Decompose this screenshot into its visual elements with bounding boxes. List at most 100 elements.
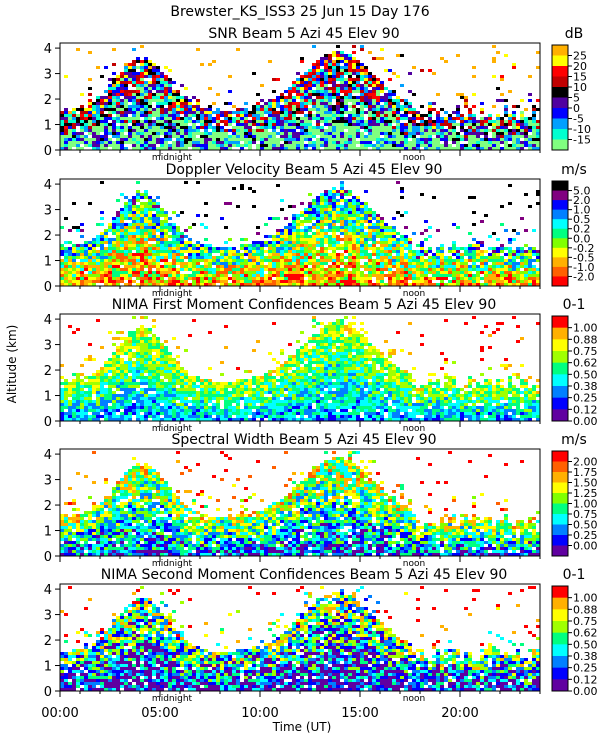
y-tick-label: 3 <box>44 339 52 354</box>
colorbar-units: m/s <box>561 432 587 448</box>
colorbar-swatch <box>552 362 568 375</box>
colorbar-swatch <box>552 586 568 599</box>
colorbar-label: -10 <box>573 123 591 136</box>
panel-4: 0 1 2 3 4 midnight noon Spectral Width Beam 5 A… <box>44 432 598 569</box>
panel-title: SNR Beam 5 Azi 45 Elev 90 <box>208 26 399 42</box>
colorbar-label: 1.00 <box>573 498 598 511</box>
y-tick-label: 1 <box>44 525 52 540</box>
colorbar-label: 1.0 <box>573 204 591 217</box>
colorbar-label: 1.25 <box>573 487 598 500</box>
colorbar-units: 0-1 <box>563 297 586 313</box>
panel-title: Doppler Velocity Beam 5 Azi 45 Elev 90 <box>166 162 443 178</box>
figure-title: Brewster_KS_ISS3 25 Jun 15 Day 176 <box>170 4 429 20</box>
colorbar-label: 0.88 <box>573 333 598 346</box>
colorbar-swatch <box>552 514 568 525</box>
colorbar-swatch <box>552 257 568 268</box>
colorbar-label: 0.50 <box>573 519 598 532</box>
colorbar-swatch <box>552 451 568 462</box>
colorbar-swatch <box>552 66 568 77</box>
colorbar-label: 10 <box>573 81 587 94</box>
colorbar-label: 2.00 <box>573 456 598 469</box>
colorbar-label: 0.38 <box>573 650 598 663</box>
colorbar-frame <box>551 585 569 692</box>
y-tick-label: 0 <box>44 280 52 295</box>
colorbar-swatch <box>552 97 568 109</box>
heatmap-texture <box>60 45 540 150</box>
colorbar-swatch <box>552 200 568 211</box>
colorbar-label: 0.0 <box>573 232 591 245</box>
y-tick-label: 2 <box>44 364 52 379</box>
colorbar-swatch <box>552 656 568 669</box>
colorbar-units: 0-1 <box>563 567 586 583</box>
colorbar-swatch <box>552 238 568 249</box>
colorbar-label: 0.50 <box>573 368 598 381</box>
y-tick-label: 4 <box>44 448 52 463</box>
midnight-marker-label: midnight <box>152 289 193 299</box>
colorbar-swatch <box>552 76 568 88</box>
midnight-marker-label: midnight <box>152 153 193 163</box>
y-tick-label: 1 <box>44 255 52 270</box>
y-tick-label: 0 <box>44 685 52 700</box>
y-tick-label: 3 <box>44 474 52 489</box>
colorbar-frame <box>551 315 569 422</box>
colorbar-label: 1.00 <box>573 592 598 605</box>
y-tick-label: 3 <box>44 68 52 83</box>
colorbar-swatch <box>552 266 568 277</box>
colorbar-label: 1.00 <box>573 322 598 335</box>
x-tick-label: 15:00 <box>341 706 378 721</box>
y-tick-label: 1 <box>44 390 52 405</box>
colorbar-label: -0.2 <box>573 242 594 255</box>
colorbar-label: 2.0 <box>573 194 591 207</box>
colorbar-label: 25 <box>573 50 587 63</box>
colorbar-label: 0.88 <box>573 603 598 616</box>
y-tick-label: 4 <box>44 583 52 598</box>
y-tick-label: 3 <box>44 609 52 624</box>
y-tick-label: 3 <box>44 204 52 219</box>
colorbar-label: 0.25 <box>573 529 598 542</box>
colorbar-label: 5.0 <box>573 185 591 198</box>
y-axis-label: Altitude (km) <box>5 325 19 404</box>
colorbar-label: 0.38 <box>573 380 598 393</box>
colorbar-swatch <box>552 535 568 546</box>
colorbar-label: -2.0 <box>573 270 594 283</box>
y-tick-label: 0 <box>44 144 52 159</box>
colorbar-label: 1.50 <box>573 477 598 490</box>
colorbar-swatch <box>552 339 568 352</box>
panel-title: NIMA First Moment Confidences Beam 5 Azi… <box>112 297 496 313</box>
colorbar-swatch <box>552 679 568 692</box>
colorbar-swatch <box>552 397 568 410</box>
y-tick-label: 1 <box>44 660 52 675</box>
heatmap-texture <box>60 316 540 421</box>
panel-2: 0 1 2 3 4 midnight noon Doppler Velocity Beam 5… <box>44 162 595 299</box>
y-tick-label: 2 <box>44 93 52 108</box>
colorbar-swatch <box>552 609 568 622</box>
colorbar-label: 0 <box>573 102 580 115</box>
colorbar-label: 0.5 <box>573 213 591 226</box>
colorbar-swatch <box>552 316 568 329</box>
colorbar-swatch <box>552 276 568 287</box>
y-tick-label: 2 <box>44 229 52 244</box>
midnight-marker-label: midnight <box>152 559 193 569</box>
colorbar-swatch <box>552 667 568 680</box>
noon-marker-label: noon <box>403 559 425 569</box>
y-tick-label: 2 <box>44 499 52 514</box>
colorbar-label: 0.12 <box>573 673 598 686</box>
colorbar-frame <box>551 180 569 287</box>
colorbar-label: 1.75 <box>573 466 598 479</box>
colorbar-label: 0.12 <box>573 403 598 416</box>
x-axis-label: Time (UT) <box>272 720 332 734</box>
y-tick-label: 2 <box>44 634 52 649</box>
colorbar-swatch <box>552 55 568 67</box>
midnight-marker-label: midnight <box>152 424 193 434</box>
colorbar-label: -15 <box>573 134 591 147</box>
colorbar-swatch <box>552 632 568 645</box>
colorbar-swatch <box>552 621 568 634</box>
colorbar-label: 0.2 <box>573 223 591 236</box>
x-tick-label: 20:00 <box>441 706 478 721</box>
midnight-marker-label: midnight <box>152 694 193 704</box>
colorbar-swatch <box>552 386 568 399</box>
colorbar-swatch <box>552 351 568 364</box>
colorbar-swatch <box>552 545 568 557</box>
colorbar-swatch <box>552 409 568 422</box>
colorbar-units: m/s <box>561 162 587 178</box>
